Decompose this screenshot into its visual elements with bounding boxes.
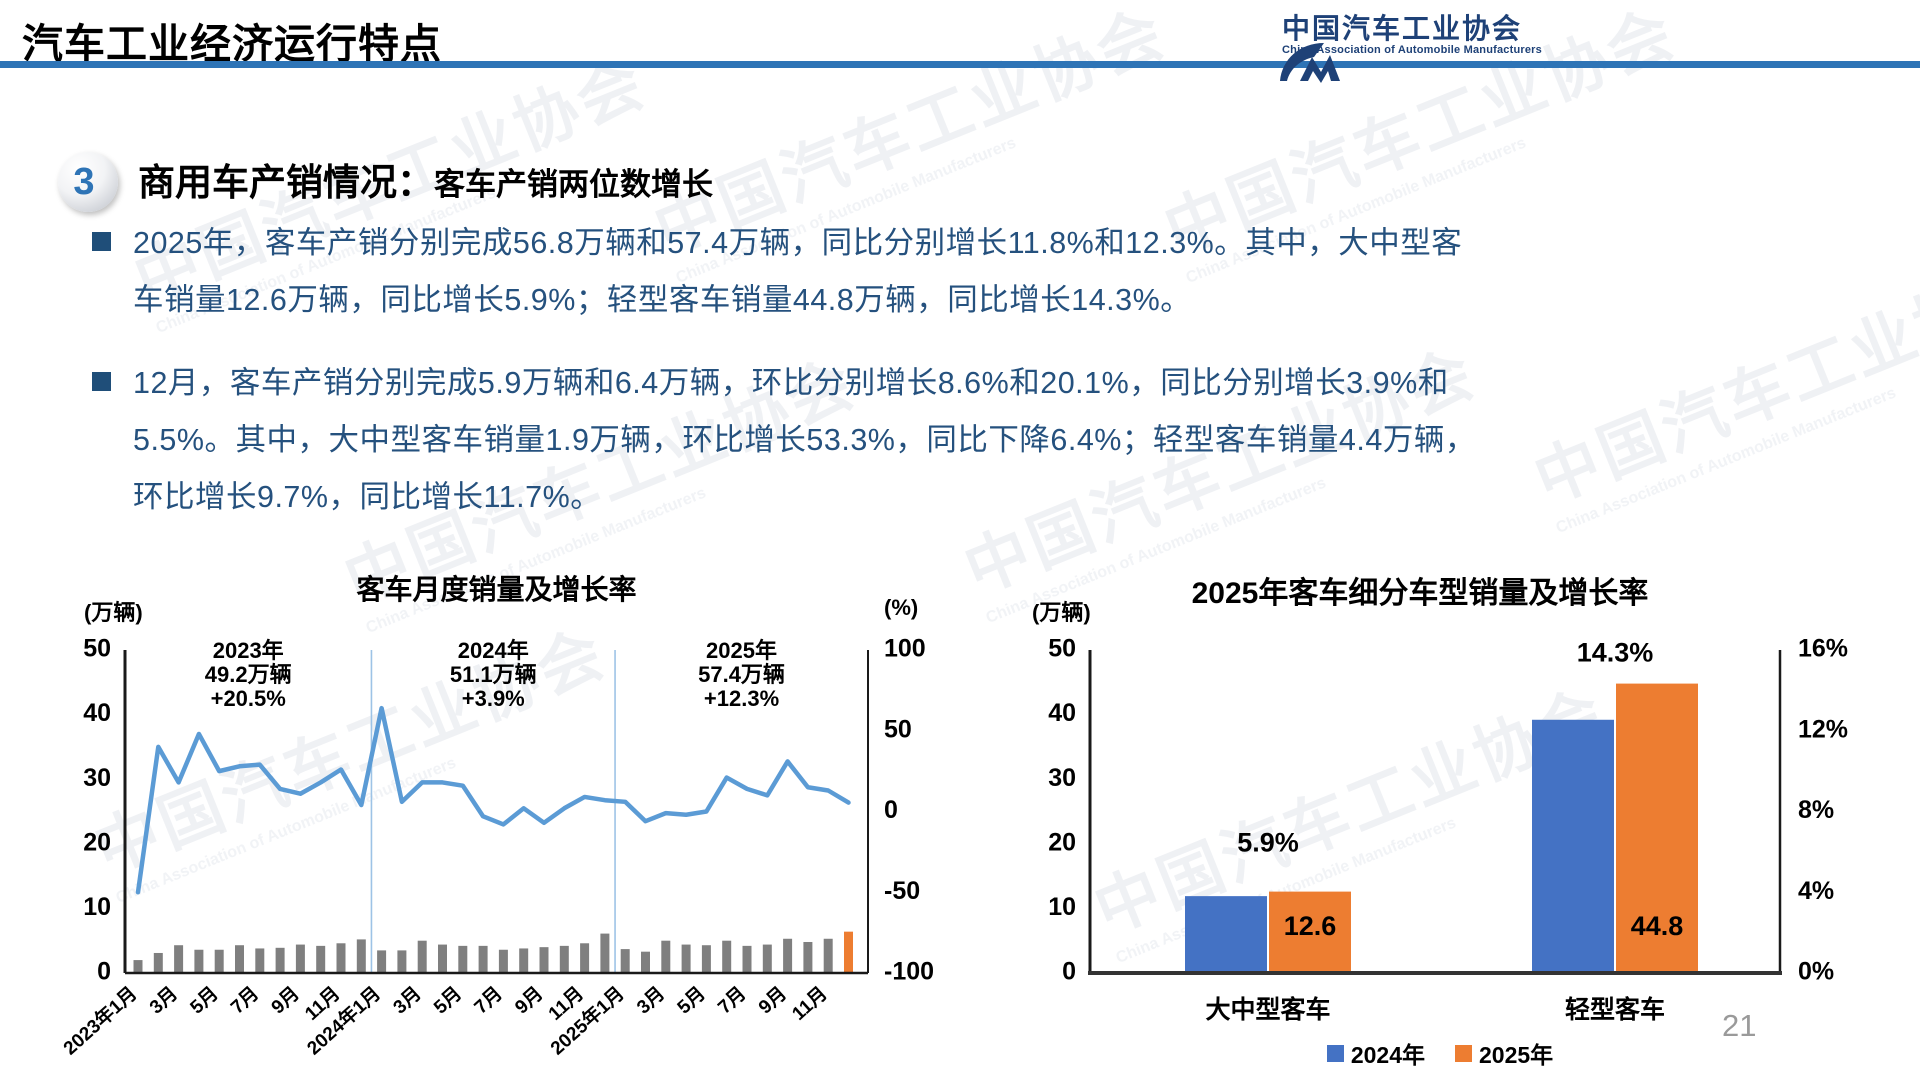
svg-text:2023年: 2023年 [213,638,284,663]
svg-text:100: 100 [884,635,926,663]
watermark: 中国汽车工业协会 China Association of Automobile… [1524,246,1920,537]
svg-text:0: 0 [97,958,111,986]
svg-text:9月: 9月 [755,983,791,1018]
svg-text:5月: 5月 [674,983,710,1018]
svg-text:-100: -100 [884,958,934,986]
svg-text:4%: 4% [1798,877,1834,905]
svg-text:5月: 5月 [187,983,223,1018]
svg-text:20: 20 [83,828,111,856]
monthly-chart-left-unit: (万辆) [84,600,143,625]
svg-text:+20.5%: +20.5% [211,686,286,711]
bullet-text-1: 2025年，客车产销分别完成56.8万辆和57.4万辆，同比分别增长11.8%和… [133,226,1463,317]
svg-text:3月: 3月 [146,983,182,1018]
section-subtitle: 客车产销两位数增长 [434,167,713,202]
svg-text:2023年1月: 2023年1月 [58,982,141,1060]
svg-text:44.8: 44.8 [1631,911,1684,941]
svg-text:+12.3%: +12.3% [704,686,779,711]
svg-text:0%: 0% [1798,958,1834,986]
svg-text:3月: 3月 [390,983,426,1018]
svg-text:5月: 5月 [430,983,466,1018]
svg-text:30: 30 [83,764,111,792]
monthly-chart-title: 客车月度销量及增长率 [356,574,637,605]
segment-chart-title: 2025年客车细分车型销量及增长率 [1191,577,1649,610]
svg-text:16%: 16% [1798,635,1848,663]
segment-chart-legend: 2024年 2025年 [1050,1036,1830,1070]
caam-logo: 中国汽车工业协会 China Association of Automobile… [1272,13,1542,83]
bullet-paragraph-1: 2025年，客车产销分别完成56.8万辆和57.4万辆，同比分别增长11.8%和… [92,215,1572,329]
legend-swatch-icon [1326,1044,1344,1062]
page-title: 汽车工业经济运行特点 [22,21,442,67]
svg-text:3月: 3月 [633,983,669,1018]
svg-text:20: 20 [1048,828,1076,856]
svg-text:14.3%: 14.3% [1577,638,1654,668]
svg-text:-50: -50 [884,877,920,905]
bullet-text-2: 12月，客车产销分别完成5.9万辆和6.4万辆，环比分别增长8.6%和20.1%… [133,366,1476,514]
svg-text:12%: 12% [1798,715,1848,743]
header-divider [0,61,1920,68]
section-heading: 商用车产销情况： 客车产销两位数增长 [138,152,713,206]
svg-text:51.1万辆: 51.1万辆 [450,662,537,687]
svg-text:2024年: 2024年 [458,638,529,663]
svg-text:40: 40 [1048,699,1076,727]
logo-text-en: China Association of Automobile Manufact… [1282,44,1542,56]
svg-text:0: 0 [1062,958,1076,986]
svg-text:7月: 7月 [714,983,750,1018]
svg-text:0: 0 [884,796,898,824]
monthly-chart-right-unit: (%) [884,595,919,620]
svg-text:大中型客车: 大中型客车 [1205,995,1330,1024]
segment-sales-growth-chart: 12.6 5.9% 大中型客车 44.8 14.3% 轻型客车 0 10 20 30 40 50 0% 4… [1048,635,1848,1024]
svg-text:+3.9%: +3.9% [462,686,525,711]
logo-text-cn: 中国汽车工业协会 [1282,13,1523,44]
svg-text:9月: 9月 [511,983,547,1018]
svg-text:11月: 11月 [788,983,831,1025]
legend-item-2025年: 2025年 [1455,1036,1553,1070]
svg-text:7月: 7月 [471,983,507,1018]
svg-text:10: 10 [83,893,111,921]
legend-swatch-icon [1455,1044,1472,1062]
svg-text:12.6: 12.6 [1284,911,1337,941]
svg-text:轻型客车: 轻型客车 [1565,995,1665,1024]
bullet-paragraph-2: 12月，客车产销分别完成5.9万辆和6.4万辆，环比分别增长8.6%和20.1%… [92,355,1572,526]
legend-label: 2024年 [1350,1042,1425,1068]
svg-text:57.4万辆: 57.4万辆 [698,662,785,687]
svg-text:50: 50 [1048,635,1076,663]
svg-text:49.2万辆: 49.2万辆 [205,662,292,687]
svg-text:30: 30 [1048,764,1076,792]
svg-text:8%: 8% [1798,796,1834,824]
svg-text:50: 50 [83,635,111,663]
bullet-square-icon [92,232,111,251]
section-number-badge: 3 [58,152,118,212]
svg-text:2025年: 2025年 [706,638,777,663]
svg-text:9月: 9月 [268,983,304,1018]
legend-label: 2025年 [1479,1042,1554,1068]
svg-text:40: 40 [83,699,111,727]
svg-text:10: 10 [1048,893,1076,921]
svg-text:7月: 7月 [227,983,263,1018]
svg-text:50: 50 [884,715,912,743]
bullet-square-icon [92,372,111,391]
segment-chart-left-unit: (万辆) [1032,600,1091,625]
legend-item-2024年: 2024年 [1326,1036,1425,1070]
section-title: 商用车产销情况： [138,162,434,203]
svg-text:5.9%: 5.9% [1237,828,1299,858]
page-number: 21 [1722,1008,1757,1043]
